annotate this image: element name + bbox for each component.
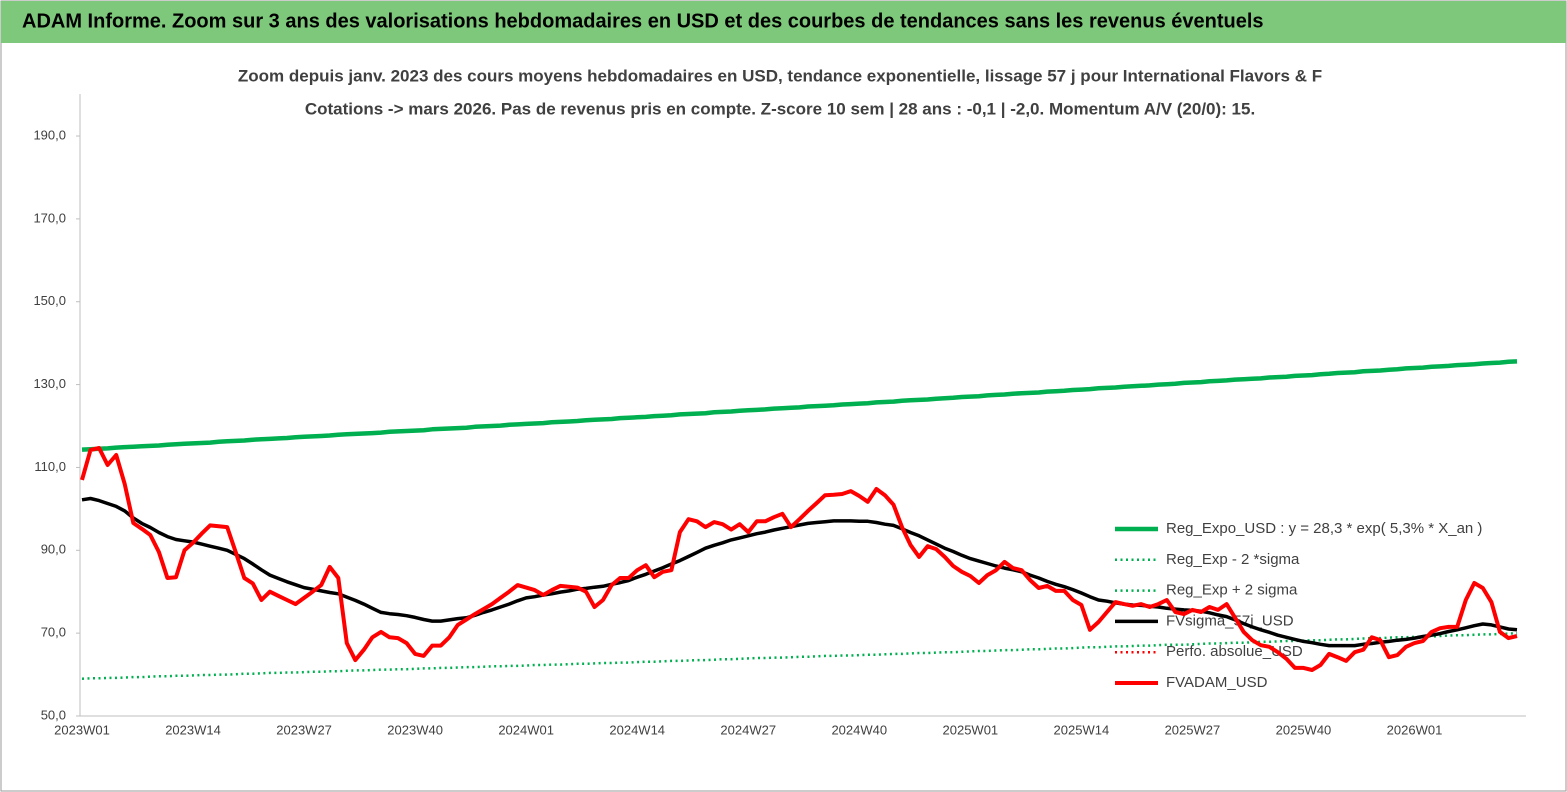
legend-label: Reg_Exp - 2 *sigma: [1166, 551, 1300, 568]
y-tick-label: 50,0: [41, 707, 66, 722]
x-tick-label: 2023W40: [387, 722, 443, 737]
y-tick-label: 110,0: [34, 459, 66, 474]
y-tick-label: 150,0: [33, 293, 66, 308]
x-tick-label: 2025W27: [1165, 722, 1221, 737]
banner-title: ADAM Informe. Zoom sur 3 ans des valoris…: [22, 10, 1264, 32]
y-tick-label: 190,0: [33, 127, 66, 142]
legend-label: Reg_Exp + 2 sigma: [1166, 582, 1298, 599]
plot: [80, 359, 1518, 680]
legend-label: FVADAM_USD: [1166, 674, 1268, 691]
y-tick-label: 170,0: [33, 210, 66, 225]
legend-label: FVsigma_57j_USD: [1166, 612, 1294, 629]
y-tick-label: 130,0: [33, 376, 66, 391]
x-tick-label: 2023W27: [276, 722, 332, 737]
x-tick-label: 2025W14: [1054, 722, 1110, 737]
series-line: [81, 359, 1518, 452]
x-tick-label: 2024W40: [831, 722, 887, 737]
x-tick-label: 2023W01: [54, 722, 110, 737]
series-line: [80, 446, 1518, 672]
y-tick-label: 70,0: [41, 625, 66, 640]
x-tick-label: 2025W01: [943, 722, 999, 737]
x-tick-label: 2024W01: [498, 722, 554, 737]
x-tick-label: 2023W14: [165, 722, 221, 737]
series-line: [81, 496, 1518, 648]
chart-title: Zoom depuis janv. 2023 des cours moyens …: [238, 66, 1322, 85]
legend-label: Reg_Expo_USD : y = 28,3 * exp( 5,3% * X_…: [1166, 520, 1482, 537]
x-tick-label: 2024W14: [609, 722, 665, 737]
x-tick-label: 2024W27: [720, 722, 776, 737]
y-tick-label: 90,0: [41, 542, 66, 557]
x-tick-label: 2026W01: [1387, 722, 1443, 737]
banner: [1, 1, 1566, 43]
chart-subtitle: Cotations -> mars 2026. Pas de revenus p…: [305, 99, 1255, 118]
legend: Reg_Expo_USD : y = 28,3 * exp( 5,3% * X_…: [1115, 520, 1482, 691]
x-tick-label: 2025W40: [1276, 722, 1332, 737]
